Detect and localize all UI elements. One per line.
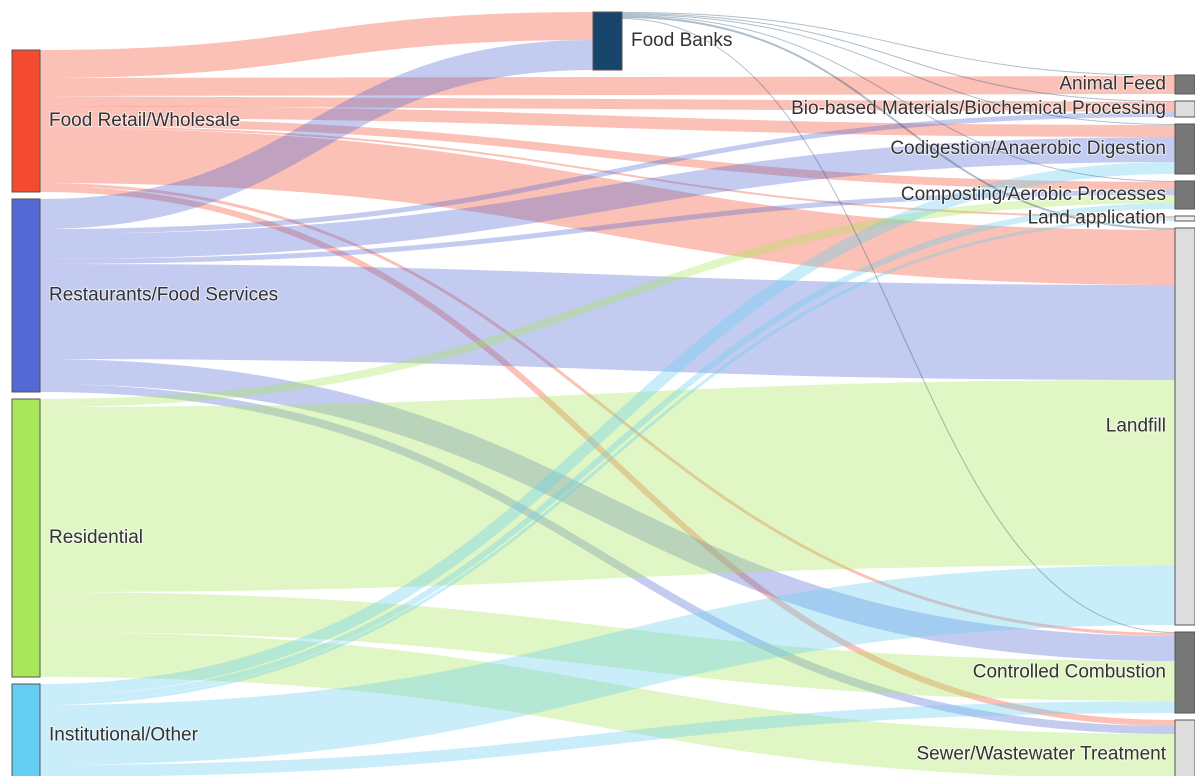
link: [39, 96, 1176, 112]
link: [621, 18, 1176, 633]
node-label: Food Banks: [631, 30, 732, 51]
node: [11, 49, 41, 193]
node-label: Controlled Combustion: [973, 662, 1166, 683]
link: [39, 203, 1176, 702]
link: [39, 264, 1176, 380]
node: [1174, 719, 1195, 776]
node-label: Composting/Aerobic Processes: [901, 184, 1166, 205]
link: [39, 183, 1176, 636]
link: [39, 632, 1176, 776]
node: [1174, 123, 1195, 175]
link: [621, 13, 1176, 102]
node-label: Animal Feed: [1059, 74, 1166, 95]
link: [39, 76, 1176, 96]
link: [39, 40, 594, 229]
node-label: Bio-based Materials/Biochemical Processi…: [791, 98, 1166, 119]
link: [39, 126, 1176, 218]
link: [39, 137, 1176, 259]
node-label: Sewer/Wastewater Treatment: [916, 744, 1166, 765]
link: [39, 565, 1176, 765]
labels: Food Retail/Wholesale Restaurants/Food Se…: [48, 29, 1168, 766]
node-label: Restaurants/Food Services: [49, 285, 278, 306]
node-label: Institutional/Other: [49, 725, 199, 746]
nodes: [11, 11, 1195, 776]
link: [621, 16, 1176, 230]
node: [1174, 215, 1195, 222]
link: [621, 14, 1176, 125]
node: [1174, 100, 1195, 118]
link: [39, 162, 1176, 696]
link: [39, 190, 1176, 264]
link: [39, 384, 1176, 734]
node: [592, 11, 623, 71]
link: [621, 15, 1176, 182]
node: [11, 398, 41, 678]
node: [11, 198, 41, 393]
link: [39, 592, 1176, 701]
link: [39, 128, 1176, 285]
link: [39, 112, 1176, 234]
link: [621, 12, 1176, 76]
node: [1174, 180, 1195, 210]
node-label: Food Retail/Wholesale: [49, 110, 240, 131]
node-label: Residential: [49, 527, 143, 548]
node-label: Landfill: [1106, 416, 1166, 437]
link: [39, 380, 1176, 592]
link: [39, 118, 1176, 190]
link: [39, 218, 1176, 705]
node: [1174, 227, 1195, 626]
link: [39, 12, 594, 78]
link: [39, 195, 1176, 407]
node-label: Land application: [1028, 208, 1166, 229]
node: [1174, 74, 1195, 95]
link: [39, 106, 1176, 137]
links: [39, 12, 1176, 776]
link: [39, 359, 1176, 661]
link: [39, 186, 1176, 726]
node: [11, 683, 41, 776]
link: [39, 701, 1176, 776]
node-label: Codigestion/Anaerobic Digestion: [890, 138, 1166, 159]
node: [1174, 631, 1195, 714]
